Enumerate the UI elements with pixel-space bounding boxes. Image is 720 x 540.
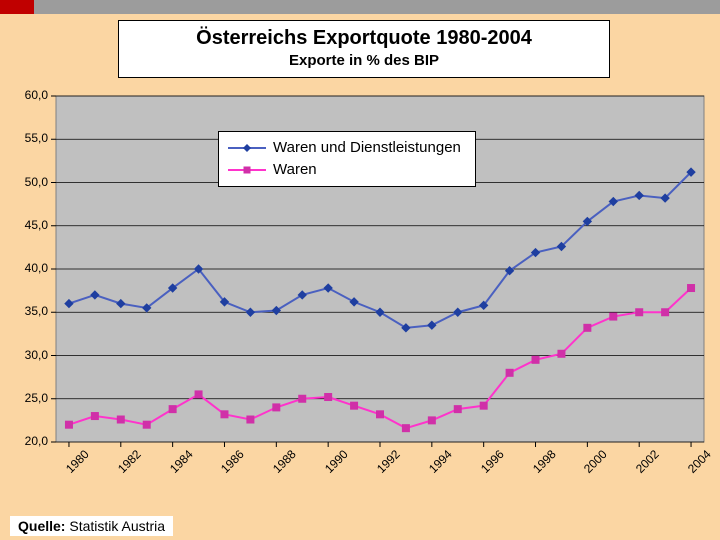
series-marker xyxy=(662,309,669,316)
series-marker xyxy=(143,421,150,428)
y-tick-label: 50,0 xyxy=(25,175,48,189)
series-marker xyxy=(65,421,72,428)
title-box: Österreichs Exportquote 1980-2004 Export… xyxy=(118,20,610,78)
y-tick-label: 25,0 xyxy=(25,391,48,405)
series-marker xyxy=(377,411,384,418)
y-tick-label: 40,0 xyxy=(25,261,48,275)
series-marker xyxy=(688,285,695,292)
series-marker xyxy=(299,395,306,402)
series-marker xyxy=(506,369,513,376)
series-marker xyxy=(325,394,332,401)
series-marker xyxy=(247,416,254,423)
series-marker xyxy=(428,417,435,424)
series-marker xyxy=(454,406,461,413)
series-marker xyxy=(610,313,617,320)
series-marker xyxy=(221,411,228,418)
series-marker xyxy=(195,391,202,398)
series-marker xyxy=(480,402,487,409)
y-tick-label: 30,0 xyxy=(25,348,48,362)
page: Österreichs Exportquote 1980-2004 Export… xyxy=(0,0,720,540)
y-tick-label: 20,0 xyxy=(25,434,48,448)
source-label: Quelle: xyxy=(18,518,65,534)
series-marker xyxy=(584,324,591,331)
top-bar xyxy=(0,0,720,14)
legend-label: Waren und Dienstleistungen xyxy=(273,137,461,159)
series-marker xyxy=(636,309,643,316)
series-marker xyxy=(402,425,409,432)
series-marker xyxy=(169,406,176,413)
y-tick-label: 35,0 xyxy=(25,304,48,318)
series-marker xyxy=(558,350,565,357)
chart-area: 20,025,030,035,040,045,050,055,060,01980… xyxy=(10,92,710,492)
series-marker xyxy=(91,413,98,420)
y-tick-label: 45,0 xyxy=(25,218,48,232)
series-marker xyxy=(273,404,280,411)
series-marker xyxy=(351,402,358,409)
y-tick-label: 60,0 xyxy=(25,88,48,102)
source-box: Quelle: Statistik Austria xyxy=(10,516,173,536)
legend: Waren und DienstleistungenWaren xyxy=(218,131,476,187)
y-tick-label: 55,0 xyxy=(25,131,48,145)
chart-title: Österreichs Exportquote 1980-2004 xyxy=(129,27,599,50)
legend-row: Waren xyxy=(227,159,461,181)
chart-subtitle: Exporte in % des BIP xyxy=(129,52,599,69)
legend-swatch xyxy=(227,162,267,178)
series-marker xyxy=(117,416,124,423)
series-marker xyxy=(532,356,539,363)
legend-swatch xyxy=(227,140,267,156)
legend-label: Waren xyxy=(273,159,317,181)
legend-row: Waren und Dienstleistungen xyxy=(227,137,461,159)
source-text: Statistik Austria xyxy=(69,518,165,534)
